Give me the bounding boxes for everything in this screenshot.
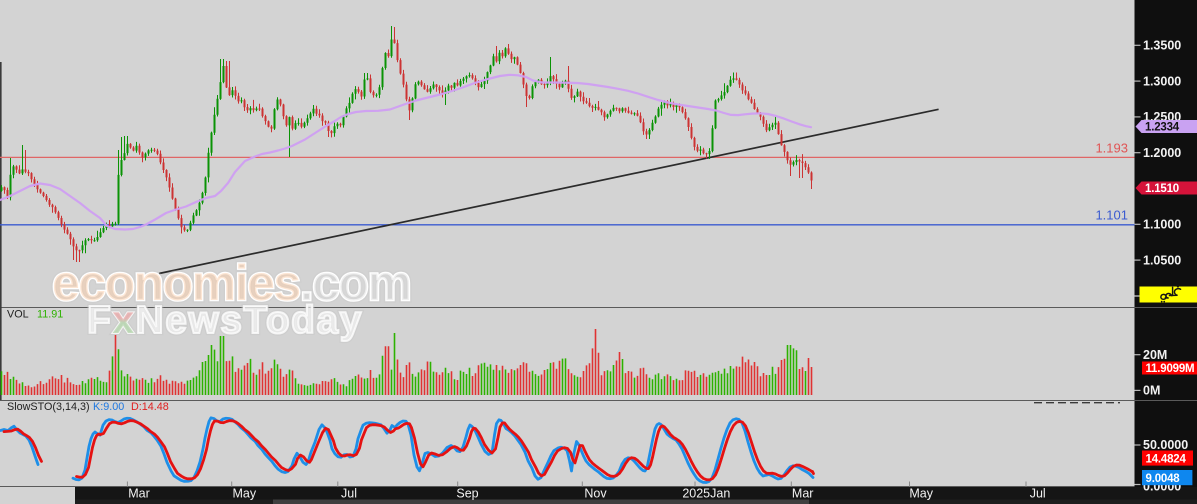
svg-text:1.3500: 1.3500 xyxy=(1143,39,1181,53)
svg-text:Nov: Nov xyxy=(584,487,607,501)
svg-text:1.2000: 1.2000 xyxy=(1143,146,1181,160)
svg-text:1.1000: 1.1000 xyxy=(1143,218,1181,232)
svg-text:Jul: Jul xyxy=(341,487,357,501)
svg-text:May: May xyxy=(909,487,933,501)
svg-text:1.3000: 1.3000 xyxy=(1143,74,1181,88)
svg-text:economies.com: economies.com xyxy=(52,255,410,311)
svg-text:Jul: Jul xyxy=(1030,487,1046,501)
svg-text:VOL: VOL xyxy=(7,309,29,321)
svg-text:50.0000: 50.0000 xyxy=(1143,438,1188,452)
svg-text:D:14.48: D:14.48 xyxy=(131,401,169,413)
svg-text:11.91: 11.91 xyxy=(37,309,63,321)
svg-text:SlowSTO(3,14,3): SlowSTO(3,14,3) xyxy=(7,401,90,413)
svg-text:11.9099M: 11.9099M xyxy=(1146,363,1195,375)
svg-text:14.4824: 14.4824 xyxy=(1146,453,1187,465)
svg-text:0M: 0M xyxy=(1143,384,1160,398)
svg-text:economies.com: economies.com xyxy=(52,255,410,311)
svg-text:FxNewsToday: FxNewsToday xyxy=(87,299,363,342)
svg-text:May: May xyxy=(232,487,256,501)
svg-text:1.193: 1.193 xyxy=(1095,141,1128,156)
svg-text:Mar: Mar xyxy=(128,487,150,501)
svg-text:20M: 20M xyxy=(1143,348,1167,362)
svg-text:9.0048: 9.0048 xyxy=(1146,473,1181,485)
svg-text:1.2334: 1.2334 xyxy=(1145,122,1180,134)
svg-text:K:9.00: K:9.00 xyxy=(93,401,124,413)
svg-text:1.0500: 1.0500 xyxy=(1143,253,1181,267)
svg-text:2025Jan: 2025Jan xyxy=(682,487,730,501)
svg-text:Mar: Mar xyxy=(792,487,814,501)
svg-text:1.1510: 1.1510 xyxy=(1145,183,1179,195)
svg-text:1.101: 1.101 xyxy=(1095,208,1128,223)
svg-text:Sep: Sep xyxy=(456,487,478,501)
